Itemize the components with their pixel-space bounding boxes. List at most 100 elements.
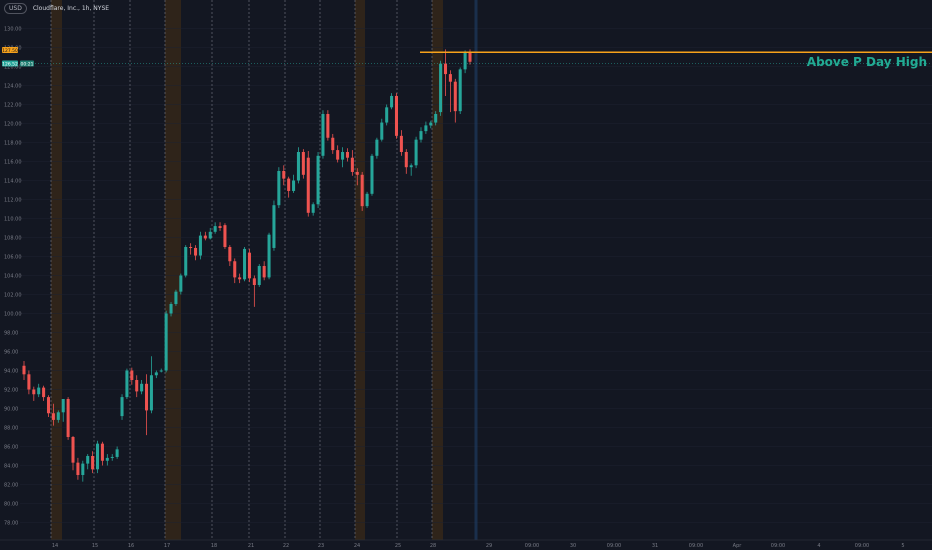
candle-25 [145, 374, 149, 436]
candle-19 [115, 446, 119, 459]
candle-body [429, 122, 433, 126]
candle-body [76, 462, 80, 475]
candle-22 [130, 367, 134, 385]
x-tick-label-20: 09:00 [855, 543, 869, 549]
x-tick-label-1: 15 [92, 543, 98, 549]
candle-body [81, 463, 85, 475]
candle-body [439, 63, 443, 113]
y-tick-label-12: 102.00 [4, 293, 22, 299]
candle-71 [370, 153, 374, 196]
candle-body [149, 375, 153, 411]
y-tick-label-11: 100.00 [4, 312, 22, 318]
candle-46 [247, 248, 251, 283]
candle-90 [463, 50, 467, 74]
candle-body [194, 247, 198, 256]
candle-1 [27, 370, 31, 395]
countdown-badge [20, 60, 34, 67]
candle-body [399, 135, 403, 152]
candle-body [169, 304, 173, 314]
candle-body [218, 226, 222, 228]
candle-82 [424, 121, 428, 134]
candle-body [409, 165, 413, 168]
candle-34 [189, 243, 193, 255]
candle-35 [194, 245, 198, 261]
candle-38 [208, 228, 212, 240]
price-axis[interactable]: 78.00 80.00 82.00 84.00 86.00 88.00 90.00 92.00… [4, 27, 22, 527]
candle-12 [81, 460, 85, 482]
candle-24 [140, 380, 144, 395]
x-tick-label-12: 09:00 [525, 543, 539, 549]
candle-17 [105, 454, 109, 466]
candle-body [145, 383, 149, 411]
candle-body [32, 389, 36, 395]
candle-15 [95, 440, 100, 474]
price-badges: 127.50 126.52 00:21 [2, 47, 34, 67]
candle-body [448, 74, 452, 82]
x-tick-label-16: 09:00 [689, 543, 703, 549]
day-separators [50, 0, 433, 540]
candle-body [326, 114, 330, 138]
candle-body [390, 95, 394, 108]
candle-80 [414, 136, 418, 169]
candle-body [100, 443, 104, 461]
y-tick-label-5: 88.00 [4, 426, 18, 432]
y-tick-label-16: 110.00 [4, 217, 22, 223]
x-tick-label-9: 25 [395, 543, 401, 549]
candle-3 [37, 383, 41, 398]
candle-67 [350, 150, 354, 176]
current-price-badge [2, 60, 18, 67]
candle-39 [213, 222, 217, 234]
x-tick-label-18: 09:00 [771, 543, 785, 549]
candle-body [341, 152, 345, 160]
x-tick-label-15: 31 [652, 543, 658, 549]
time-axis[interactable]: 14 15 16 17 18 21 22 23 24 25 28 29 09:00 30 09:00 31 09… [0, 539, 932, 549]
x-tick-label-19: 4 [817, 543, 820, 549]
candle-54 [287, 176, 291, 198]
candle-81 [419, 127, 423, 143]
currency-badge[interactable]: USD [4, 2, 27, 14]
candle-body [110, 456, 114, 458]
candle-body [27, 374, 31, 390]
candle-body [350, 157, 354, 172]
candle-40 [218, 222, 222, 231]
x-tick-label-5: 21 [248, 543, 254, 549]
candle-63 [331, 133, 335, 154]
candle-20 [120, 394, 124, 420]
y-tick-label-3: 84.00 [4, 464, 18, 470]
candle-body [198, 235, 202, 256]
candle-body [130, 370, 134, 380]
candle-16 [100, 441, 104, 466]
candle-26 [149, 356, 153, 414]
candle-29 [164, 310, 168, 373]
candle-body [404, 152, 408, 168]
candle-body [287, 178, 291, 191]
y-tick-label-24: 126.00 [4, 65, 22, 71]
candle-body [252, 278, 256, 285]
x-tick-label-11: 29 [486, 543, 492, 549]
x-tick-label-4: 18 [211, 543, 217, 549]
candle-33 [184, 245, 188, 278]
candle-body [380, 122, 384, 140]
candle-body [179, 275, 183, 292]
candle-body [247, 252, 251, 279]
candle-42 [228, 245, 232, 266]
candle-body [243, 248, 247, 280]
level-price-badge-text: 127.50 [2, 48, 18, 54]
candle-23 [135, 375, 139, 398]
candle-85 [439, 60, 443, 116]
candle-77 [399, 130, 403, 156]
candle-body [86, 456, 90, 464]
candle-18 [110, 454, 114, 461]
candle-body [164, 313, 168, 371]
candle-body [233, 261, 237, 278]
candle-37 [203, 231, 207, 241]
candle-body [282, 171, 286, 179]
y-tick-label-7: 92.00 [4, 388, 18, 394]
y-tick-label-21: 120.00 [4, 122, 22, 128]
candle-body [140, 383, 144, 392]
y-tick-label-20: 118.00 [4, 141, 22, 147]
y-tick-label-26: 130.00 [4, 27, 22, 33]
candle-78 [404, 149, 408, 174]
